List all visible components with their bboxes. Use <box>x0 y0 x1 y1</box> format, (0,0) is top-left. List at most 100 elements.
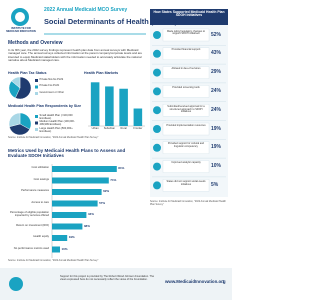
row-text: Improved analytic capacity <box>171 161 201 165</box>
legend-swatch <box>35 85 38 89</box>
bar <box>52 177 109 184</box>
row-text: Made policy/regulatory changes to suppor… <box>166 29 206 36</box>
x-tick-label: Urban <box>91 126 99 130</box>
footer-band <box>0 268 232 300</box>
panel-header <box>150 9 228 25</box>
chart-title: Health Plan Markets <box>84 71 119 75</box>
value-label: 38% <box>83 223 90 228</box>
logo-icon <box>15 12 25 22</box>
bar-label: Percentage of eligible population impact… <box>10 211 49 218</box>
row-value: 43% <box>211 50 222 57</box>
row-box <box>162 85 210 98</box>
pie-slice <box>8 112 21 127</box>
page-title: Social Determinants of Health (SDOH) <box>44 17 178 26</box>
bar-label: No performance metrics used <box>13 246 49 250</box>
row-icon <box>153 143 161 152</box>
legend-label: Government or Other <box>39 90 65 94</box>
footer-note: Support for this project is provided by … <box>60 275 155 281</box>
row-value: 19% <box>211 144 222 151</box>
value-label: 10% <box>61 246 68 251</box>
row-value: 24% <box>211 106 222 113</box>
legend-label: Medium Health Plan (100,000-499,999 Enro… <box>39 120 75 127</box>
bar-label: Access to care <box>31 200 49 204</box>
pie-slice <box>11 76 21 89</box>
chart-title: Health Plan Tax Status <box>8 71 47 75</box>
row-text: Provided screening tools <box>172 85 200 89</box>
row-icon <box>153 181 161 190</box>
row-icon <box>153 68 161 77</box>
source: Source: Institute for Medicaid Innovatio… <box>8 259 99 262</box>
row-icon <box>153 106 161 115</box>
legend-swatch <box>35 79 38 82</box>
pie-slice <box>15 76 32 100</box>
row-box <box>162 104 210 117</box>
bar-label: Performance measures <box>21 189 49 193</box>
survey-name: 2022 Annual Medicaid MCO Survey <box>44 7 128 13</box>
row-text: Provided support for cultural and lingui… <box>167 142 205 149</box>
x-tick-label: Frontier <box>133 126 143 130</box>
legend-swatch <box>35 115 38 118</box>
row-text: Provided implementation resources <box>166 123 206 127</box>
bar <box>52 223 83 230</box>
row-text: Allowed in-lieu-of services <box>171 67 201 71</box>
bar-label: Health equity <box>33 235 49 239</box>
row-box <box>162 160 210 173</box>
bar <box>52 246 60 253</box>
paragraph: In its fifth year, the 2022 survey findi… <box>8 48 142 62</box>
source: Source: Institute for Medicaid Innovatio… <box>8 136 99 139</box>
bar <box>119 88 128 126</box>
value-label: 81% <box>118 166 125 171</box>
bar <box>52 235 68 241</box>
x-tick-label: Suburban <box>103 126 115 130</box>
bar <box>90 82 100 126</box>
row-text: Provided financial support <box>171 48 201 52</box>
section-heading: Methods and Overview <box>8 40 63 46</box>
pie-slice <box>9 123 30 136</box>
x-tick-label: Rural <box>120 126 127 130</box>
legend-swatch <box>35 92 38 95</box>
pie-slice <box>19 112 32 130</box>
page: INSTITUTE FOR MEDICAID INNOVATION 2022 An… <box>0 7 232 300</box>
legend-label: Large Health Plan (500,000+ Enrollees) <box>39 126 73 133</box>
row-box <box>162 28 210 42</box>
bar <box>105 86 114 126</box>
row-value: 52% <box>211 31 222 38</box>
bar <box>133 108 143 126</box>
legend-label: Small Health Plan (<100,000 Enrollees) <box>39 113 73 120</box>
bar <box>52 200 98 207</box>
logo-text: INSTITUTE FOR MEDICAID INNOVATION <box>6 27 36 33</box>
row-text: States did not support social-needs init… <box>166 179 206 186</box>
bar <box>52 212 87 218</box>
bar-label: Cost savings <box>33 177 49 181</box>
source: Source: Institute for Medicaid Innovatio… <box>150 200 226 206</box>
row-box <box>162 122 210 136</box>
row-value: 5% <box>211 181 219 188</box>
bar-label: Return on investment (ROI) <box>16 223 49 227</box>
row-box <box>162 179 210 192</box>
bar-label: Cost utilization <box>31 166 49 170</box>
value-label: 19% <box>68 235 75 240</box>
row-icon <box>153 162 161 171</box>
legend-swatch <box>35 128 38 131</box>
row-icon <box>153 49 161 58</box>
row-value: 29% <box>211 69 222 76</box>
legend-swatch <box>35 121 38 125</box>
bar <box>52 189 102 195</box>
row-box <box>162 47 210 60</box>
row-text: Submitted/received approval for a struct… <box>167 104 205 114</box>
value-label: 62% <box>103 189 110 194</box>
footer-url: www.MedicaidInnovation.org <box>165 279 226 284</box>
row-box <box>162 141 210 154</box>
chart-title: Metrics Used by Medicaid Health Plans to… <box>8 148 126 159</box>
canvas <box>0 8 232 300</box>
bar <box>52 166 117 172</box>
row-value: 10% <box>211 163 222 170</box>
page-number: 1 <box>222 279 225 284</box>
row-value: 24% <box>211 87 222 94</box>
footer-logo <box>9 277 23 291</box>
value-label: 57% <box>99 200 106 205</box>
chart-title: Medicaid Health Plan Respondents by Size <box>8 104 82 108</box>
row-icon <box>153 125 161 133</box>
legend-label: Private Not-for-Profit <box>39 77 64 81</box>
row-value: 19% <box>211 125 222 132</box>
